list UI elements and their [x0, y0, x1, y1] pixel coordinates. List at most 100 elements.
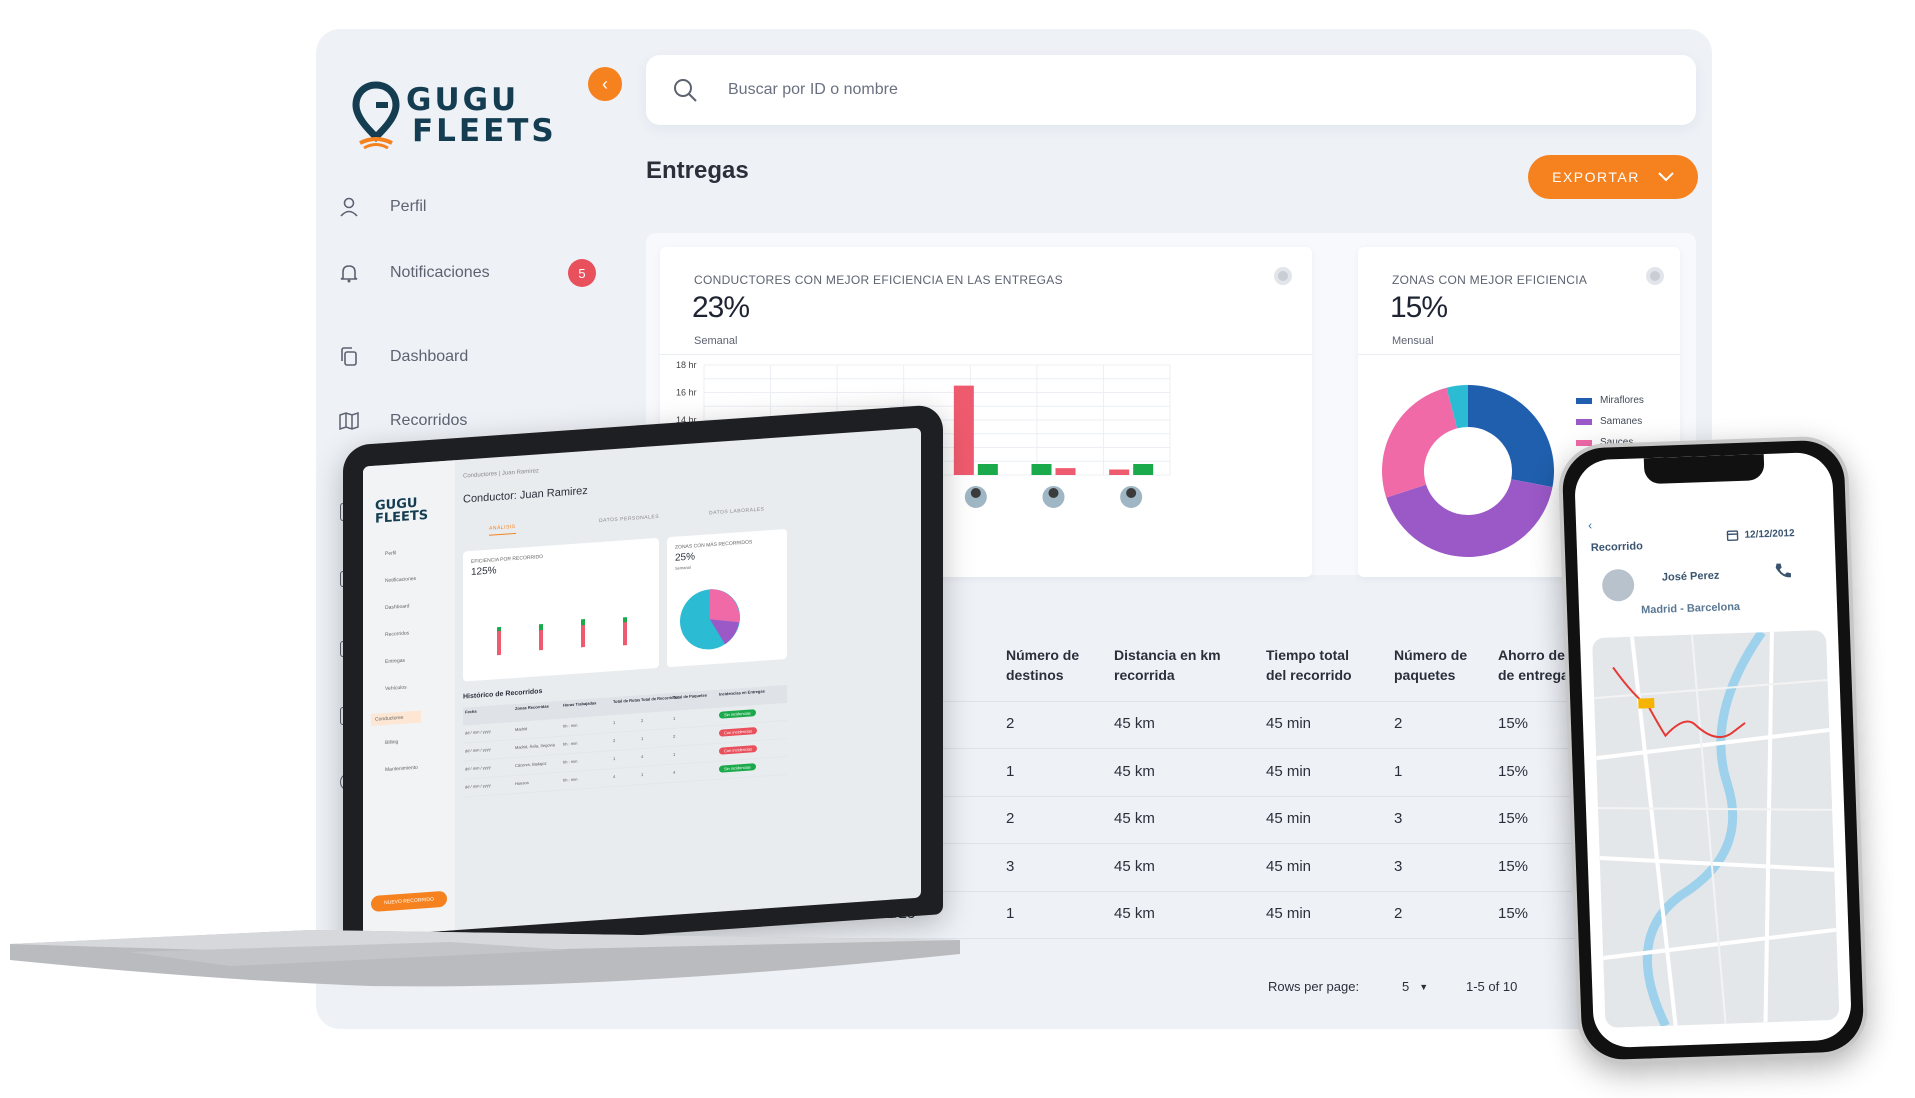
donut-slice[interactable] [1386, 479, 1553, 557]
bar-red[interactable] [1055, 468, 1076, 475]
user-icon [338, 196, 360, 218]
avatar-head-icon [1126, 488, 1137, 498]
laptop-column-header: Horas Trabajadas [563, 700, 597, 708]
table-cell: 3 [1006, 857, 1015, 875]
chevron-left-icon: ‹ [602, 73, 608, 94]
laptop-nav-item[interactable]: Dashboard [385, 603, 410, 612]
table-cell: 45 min [1266, 905, 1312, 922]
laptop-breadcrumb: Conductores | Juan Ramirez [463, 468, 539, 480]
sidebar-item-dashboard[interactable]: Dashboard [338, 337, 468, 377]
calendar-icon [1726, 530, 1739, 542]
donut-slice[interactable] [1446, 385, 1468, 429]
sidebar-item-perfil[interactable]: Perfil [338, 187, 426, 227]
sidebar-item-label: Dashboard [390, 348, 469, 365]
phone-mockup: ‹ Recorrido 12/12/2012 José Perez Madrid… [1557, 435, 1869, 1065]
column-header-destinos[interactable]: Número de destinos [1006, 647, 1080, 683]
logo: GUGU FLEETS [352, 81, 592, 161]
donut-slice[interactable] [1382, 387, 1458, 498]
laptop-bar-red [581, 623, 585, 648]
notification-badge: 5 [568, 259, 596, 287]
laptop-bar-chart [497, 617, 627, 656]
laptop-nav-item[interactable]: Recorridos [385, 630, 410, 639]
laptop-nav-item[interactable]: Entregas [385, 657, 406, 666]
export-label: EXPORTAR [1552, 169, 1640, 185]
laptop-nav-item[interactable]: Notificaciones [385, 575, 417, 585]
laptop-tab[interactable]: DATOS LABORALES [709, 506, 765, 517]
sidebar-item-recorridos[interactable]: Recorridos [338, 401, 467, 441]
laptop-nav-item[interactable]: Mantenimiento [385, 764, 418, 774]
column-header-tiempo[interactable]: Tiempo total del recorrido [1266, 647, 1352, 683]
laptop-nav-item[interactable]: Conductores [371, 710, 422, 727]
laptop-keyboard-base [10, 930, 960, 987]
laptop-table-cell: 1 [673, 715, 676, 721]
table-cell: 45 km [1114, 857, 1155, 875]
card-settings-icon[interactable] [1646, 267, 1664, 285]
bar-green[interactable] [1133, 464, 1154, 475]
card-header: ZONAS CON MEJOR EFICIENCIA 15% Mensual [1358, 247, 1680, 355]
table-cell: 15% [1498, 905, 1529, 922]
laptop-bar-green [539, 623, 543, 631]
laptop-table-cell: 1 [613, 755, 616, 762]
laptop-table-cell: 1 [673, 751, 676, 757]
avatar-head-icon [970, 488, 981, 498]
incident-status-badge: Con incidencias [719, 727, 758, 737]
laptop-card-period: Semanal [675, 564, 691, 571]
bar-red[interactable] [1109, 469, 1130, 476]
laptop-tab[interactable]: ANÁLISIS [489, 523, 516, 536]
column-header-paquetes[interactable]: Número de paquetes [1394, 647, 1468, 683]
collapse-sidebar-button[interactable]: ‹ [588, 67, 622, 101]
rows-per-page-select[interactable]: 5 ▼ [1402, 979, 1429, 994]
phone-call-icon[interactable] [1773, 561, 1792, 580]
card-value: 23% [692, 291, 750, 324]
laptop-bar-red [497, 628, 501, 656]
sidebar-item-label: Perfil [390, 198, 427, 215]
table-cell: 1 [1006, 762, 1015, 780]
table-cell: 15% [1498, 810, 1529, 827]
phone-title: Recorrido [1590, 540, 1644, 555]
table-cell: 3 [1394, 857, 1403, 875]
laptop-nav-item[interactable]: Vehículos [385, 684, 407, 693]
laptop-section-title: Histórico de Recorridos [463, 688, 543, 701]
donut-slice[interactable] [1468, 385, 1554, 488]
export-button[interactable]: EXPORTAR [1528, 155, 1698, 199]
back-icon[interactable]: ‹ [1587, 518, 1593, 533]
column-header-ahorro[interactable]: Ahorro de t de entrega [1498, 647, 1574, 683]
laptop-table-cell: Madrid [515, 726, 528, 732]
y-tick-label: 18 hr [676, 360, 697, 370]
legend-item: Miraflores [1576, 395, 1644, 406]
logo-wordmark: GUGU FLEETS [406, 82, 557, 149]
bar-green[interactable] [1031, 464, 1052, 475]
laptop-card-label: ZONAS CON MÁS RECORRIDOS [675, 539, 753, 551]
laptop-tab[interactable]: DATOS PERSONALES [599, 513, 660, 525]
chevron-down-icon [1658, 172, 1674, 182]
laptop-nav-item[interactable]: Perfil [385, 550, 397, 558]
y-tick-label: 16 hr [676, 388, 697, 398]
route-map[interactable] [1592, 629, 1840, 1028]
laptop-table-cell: 4 [613, 773, 616, 780]
bar-red[interactable] [953, 385, 974, 475]
laptop-table-cell: hh : mm [563, 722, 578, 729]
copy-icon [338, 346, 360, 368]
sidebar-item-notificaciones[interactable]: Notificaciones 5 [338, 253, 608, 293]
route-label: Madrid - Barcelona [1640, 600, 1741, 617]
search-bar[interactable]: Buscar por ID o nombre [646, 55, 1696, 125]
table-cell: 45 km [1114, 905, 1155, 922]
legend-swatch [1576, 397, 1592, 404]
search-input[interactable]: Buscar por ID o nombre [728, 81, 898, 98]
card-settings-icon[interactable] [1274, 267, 1292, 285]
column-header-distancia[interactable]: Distancia en km recorrida [1114, 647, 1221, 683]
incident-status-badge: Con incidencias [719, 745, 758, 755]
laptop-mockup: GUGU FLEETS Perfil Notificaciones Dashboard… [343, 404, 943, 956]
laptop-screen: GUGU FLEETS Perfil Notificaciones Dashboard… [363, 427, 921, 937]
laptop-nav-item[interactable]: Billing [385, 739, 399, 747]
incident-status-badge: Sin incidencias [719, 709, 756, 719]
bar-green[interactable] [977, 464, 998, 475]
laptop-card-label: EFICIENCIA POR RECORRIDO [471, 553, 543, 566]
table-cell: 2 [1394, 715, 1403, 732]
avatar-head-icon [1048, 488, 1059, 498]
laptop-bar-green [581, 619, 585, 626]
map-icon [338, 410, 360, 432]
